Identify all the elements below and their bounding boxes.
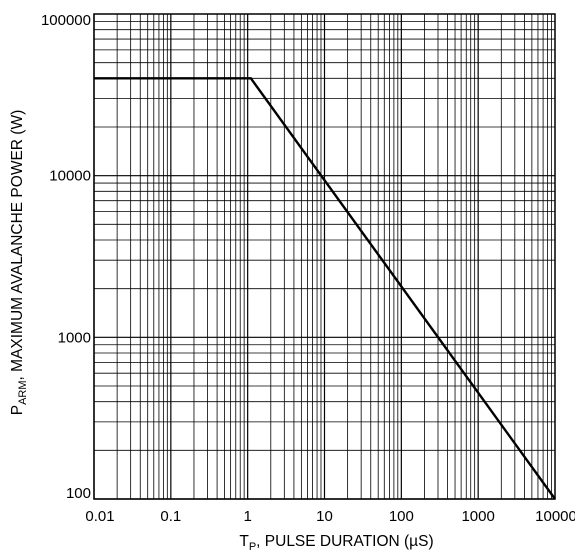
plot-frame: [93, 13, 556, 500]
x-tick-label: 0.01: [85, 508, 114, 525]
x-tick-label: 1000: [461, 508, 494, 525]
x-axis-label-main: T: [239, 533, 249, 550]
y-axis-label-main: P: [9, 405, 26, 415]
y-tick-label: 100000: [41, 12, 91, 29]
x-tick-label: 100: [389, 508, 414, 525]
y-axis-label-rest: , MAXIMUM AVALANCHE POWER (W): [9, 110, 26, 381]
x-tick-labels: 0.01 0.1 1 10 100 1000 10000: [85, 508, 575, 525]
series-line-0: [94, 77, 556, 500]
y-tick-labels: 100 1000 10000 100000: [41, 12, 91, 502]
x-axis-label: TP, PULSE DURATION (µS): [239, 533, 433, 553]
x-axis-label-sub: P: [249, 541, 256, 553]
y-axis-label: PARM, MAXIMUM AVALANCHE POWER (W): [9, 110, 29, 416]
y-tick-label: 100: [66, 485, 91, 502]
series-layer: [94, 77, 556, 500]
y-axis-label-sub: ARM: [17, 380, 29, 404]
x-tick-label: 10: [316, 508, 333, 525]
x-tick-label: 1: [243, 508, 251, 525]
x-axis-label-rest: , PULSE DURATION (µS): [256, 533, 433, 550]
x-tick-label: 0.1: [160, 508, 181, 525]
y-tick-label: 10000: [49, 168, 91, 185]
x-tick-label: 10000: [535, 508, 575, 525]
y-tick-label: 1000: [58, 329, 91, 346]
